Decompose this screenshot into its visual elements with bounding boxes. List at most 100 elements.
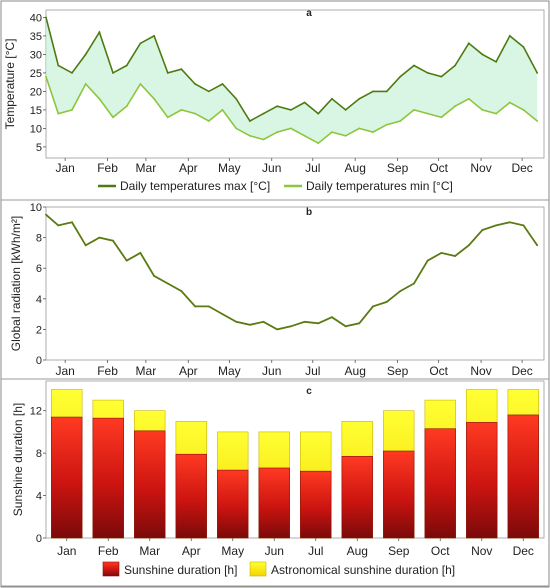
legend-min-label: Daily temperatures min [°C]	[306, 179, 453, 193]
legend-sunshine-label: Sunshine duration [h]	[124, 563, 237, 577]
y-tick-label: 4	[36, 294, 42, 306]
plot-area	[45, 380, 545, 539]
x-tick-label: Feb	[98, 544, 119, 558]
y-tick-label: 2	[36, 324, 42, 336]
series-max-point	[440, 75, 443, 78]
radiation-point	[440, 252, 443, 254]
radiation-point	[399, 290, 402, 293]
radiation-point	[235, 320, 238, 323]
radiation-point	[153, 274, 155, 277]
series-min-point	[358, 127, 361, 130]
panel-label: a	[306, 8, 312, 19]
series-min-point	[467, 97, 470, 100]
series-min-point	[536, 120, 539, 122]
bar-sunshine	[507, 414, 539, 539]
x-tick-label: Oct	[429, 364, 448, 378]
y-tick-label: 6	[36, 263, 42, 275]
series-min-point	[262, 138, 265, 141]
series-max-point	[153, 35, 155, 37]
x-tick-label: Oct	[431, 544, 450, 558]
x-tick-label: May	[218, 161, 241, 175]
bar-sunshine	[258, 467, 290, 539]
radiation-point	[84, 244, 87, 247]
bar-sunshine	[134, 430, 166, 539]
y-tick-label: 25	[30, 68, 42, 80]
series-max-point	[413, 64, 415, 67]
series-max-point	[221, 83, 224, 85]
series-min-point	[194, 112, 197, 115]
series-min-point	[248, 134, 251, 137]
series-max-point	[166, 72, 169, 74]
x-tick-label: Jul	[305, 364, 320, 378]
series-min-point	[180, 109, 183, 111]
radiation-point	[508, 221, 511, 224]
y-axis-title: Global radiation [kWh/m²]	[9, 216, 23, 351]
x-tick-label: Dec	[511, 364, 532, 378]
x-tick-label: Apr	[179, 364, 198, 378]
y-tick-label: 40	[30, 12, 42, 24]
series-min-point	[317, 142, 320, 145]
series-min-point	[276, 131, 279, 134]
series-min-point	[221, 109, 224, 111]
series-max-point	[426, 72, 429, 74]
radiation-point	[536, 244, 539, 247]
radiation-point	[426, 259, 429, 262]
series-max-point	[276, 105, 279, 108]
series-max-point	[454, 64, 456, 67]
series-max-point	[372, 90, 374, 93]
x-tick-label: Nov	[471, 544, 492, 558]
radiation-point	[372, 305, 374, 308]
series-max-point	[385, 90, 388, 93]
radiation-point	[344, 325, 347, 328]
bar-sunshine	[51, 416, 83, 539]
radiation-point	[454, 255, 456, 257]
y-tick-label: 0	[36, 355, 42, 367]
plot-area	[45, 206, 545, 361]
series-max-point	[522, 46, 525, 48]
radiation-point	[522, 224, 525, 227]
series-max-point	[235, 97, 238, 100]
series-min-point	[454, 105, 456, 108]
series-max-point	[481, 53, 484, 56]
panel-label: c	[306, 386, 312, 397]
series-min-point	[440, 116, 443, 119]
y-tick-label: 0	[36, 533, 42, 545]
series-max-point	[399, 75, 402, 78]
x-tick-label: Nov	[470, 161, 491, 175]
radiation-point	[262, 320, 265, 323]
x-tick-label: May	[218, 364, 241, 378]
series-min-point	[399, 120, 402, 122]
series-max-point	[98, 31, 101, 34]
y-tick-label: 4	[36, 491, 42, 503]
x-tick-label: Sep	[387, 364, 409, 378]
radiation-point	[207, 305, 210, 308]
series-max-point	[207, 90, 210, 93]
radiation-point	[317, 322, 320, 325]
series-min-point	[45, 75, 47, 78]
y-tick-label: 5	[36, 142, 42, 154]
radiation-point	[125, 259, 128, 262]
x-tick-label: Dec	[513, 544, 534, 558]
series-min-point	[289, 127, 292, 130]
y-tick-label: 35	[30, 31, 42, 43]
series-min-point	[372, 131, 374, 134]
y-axis-title: Sunshine duration [h]	[11, 403, 25, 516]
y-tick-label: 8	[36, 448, 42, 460]
series-max-point	[180, 68, 183, 71]
radiation-point	[166, 282, 169, 285]
x-tick-label: Apr	[179, 161, 198, 175]
series-min-point	[153, 97, 155, 100]
x-tick-label: Oct	[429, 161, 448, 175]
x-tick-label: Mar	[139, 544, 160, 558]
radiation-point	[385, 300, 388, 303]
x-tick-label: Nov	[470, 364, 491, 378]
series-max-point	[303, 101, 306, 104]
bar-sunshine	[300, 470, 332, 539]
series-min-point	[207, 120, 210, 122]
x-tick-label: Sep	[387, 161, 409, 175]
series-min-point	[139, 83, 142, 85]
radiation-point	[45, 213, 47, 216]
x-tick-label: Jul	[305, 161, 320, 175]
series-min-point	[426, 112, 429, 115]
